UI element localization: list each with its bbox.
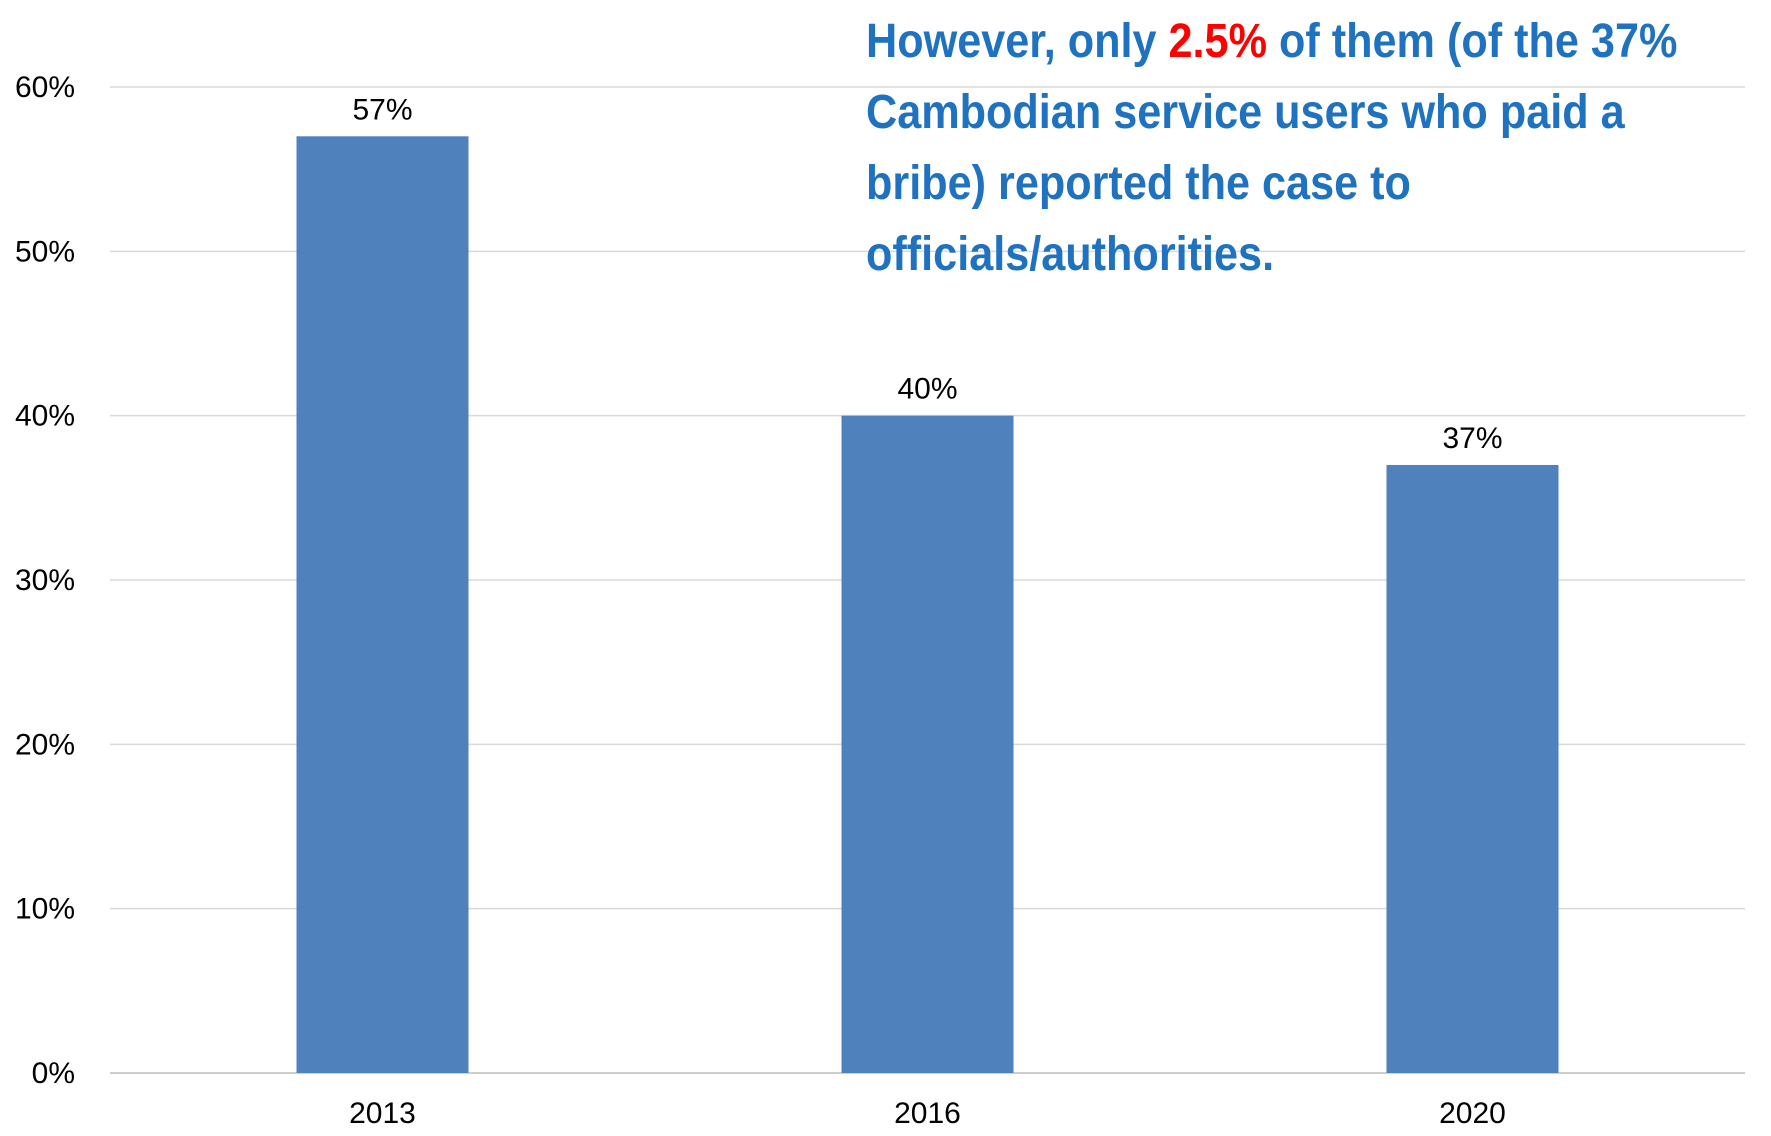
data-label: 37% — [1442, 422, 1502, 455]
bar — [1386, 464, 1559, 1073]
x-tick-label: 2020 — [1439, 1097, 1506, 1130]
bar — [841, 415, 1014, 1074]
annotation-line-1-end: of them (of the 37% — [1266, 15, 1678, 68]
bar — [296, 136, 469, 1074]
y-tick-label: 10% — [15, 893, 75, 926]
annotation-line-3: bribe) reported the case to — [866, 157, 1411, 210]
y-tick-label: 30% — [15, 564, 75, 597]
data-label: 40% — [897, 373, 957, 406]
y-tick-label: 60% — [15, 71, 75, 104]
annotation-line-1-start: However, only — [866, 15, 1169, 68]
y-axis-tick-labels: 0% 10% 20% 30% 40% 50% 60% — [15, 71, 75, 1090]
annotation-line-1: However, only 2.5% of them (of the 37% — [866, 6, 1678, 77]
y-tick-label: 50% — [15, 235, 75, 268]
x-tick-label: 2013 — [349, 1097, 416, 1130]
y-tick-label: 20% — [15, 728, 75, 761]
data-labels: 57% 40% 37% — [352, 93, 1502, 455]
y-tick-label: 0% — [32, 1057, 75, 1090]
y-tick-label: 40% — [15, 400, 75, 433]
data-label: 57% — [352, 93, 412, 126]
bars — [296, 136, 1559, 1074]
annotation-line-4: officials/authorities. — [866, 228, 1275, 281]
x-axis-tick-labels: 2013 2016 2020 — [349, 1097, 1506, 1130]
annotation-line-2: Cambodian service users who paid a — [866, 86, 1625, 139]
annotation-text: However, only 2.5% of them (of the 37% C… — [866, 6, 1678, 290]
x-tick-label: 2016 — [894, 1097, 961, 1130]
annotation-highlight: 2.5% — [1168, 15, 1267, 68]
